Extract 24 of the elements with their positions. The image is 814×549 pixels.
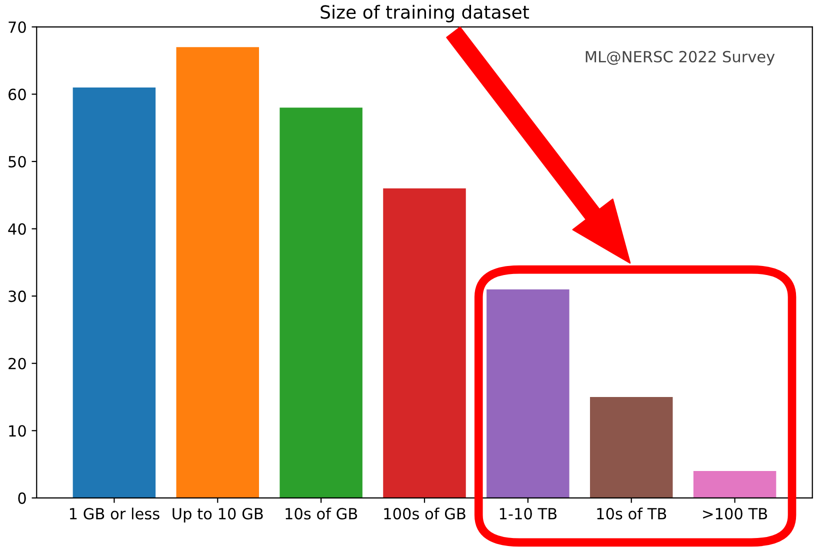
y-tick-label: 70 bbox=[8, 21, 26, 33]
y-tick-label: 20 bbox=[8, 358, 26, 370]
annotation: ML@NERSC 2022 Survey bbox=[586, 50, 775, 66]
bar bbox=[383, 188, 466, 498]
bar bbox=[590, 397, 673, 498]
x-tick-label: 1 GB or less bbox=[70, 508, 160, 520]
bar bbox=[486, 289, 570, 498]
bar bbox=[176, 47, 260, 498]
y-tick-label: 50 bbox=[8, 156, 26, 168]
x-tick-label: Up to 10 GB bbox=[172, 508, 263, 522]
y-tick-label: 40 bbox=[8, 223, 26, 235]
bar bbox=[72, 87, 156, 498]
y-tick-label: 60 bbox=[8, 88, 26, 100]
x-tick-label: 10s of TB bbox=[597, 508, 666, 520]
x-tick-label: 10s of GB bbox=[286, 508, 358, 520]
x-tick-label: 100s of GB bbox=[384, 508, 466, 520]
bar bbox=[693, 471, 776, 498]
y-tick-label: 30 bbox=[8, 290, 26, 302]
y-tick-label: 10 bbox=[9, 425, 26, 437]
x-tick-label: 1-10 TB bbox=[500, 508, 557, 520]
x-tick-label: >100 TB bbox=[703, 508, 768, 520]
y-tick-label: 0 bbox=[18, 492, 26, 504]
chart-title: Size of training dataset bbox=[320, 4, 530, 22]
bar bbox=[280, 108, 362, 498]
